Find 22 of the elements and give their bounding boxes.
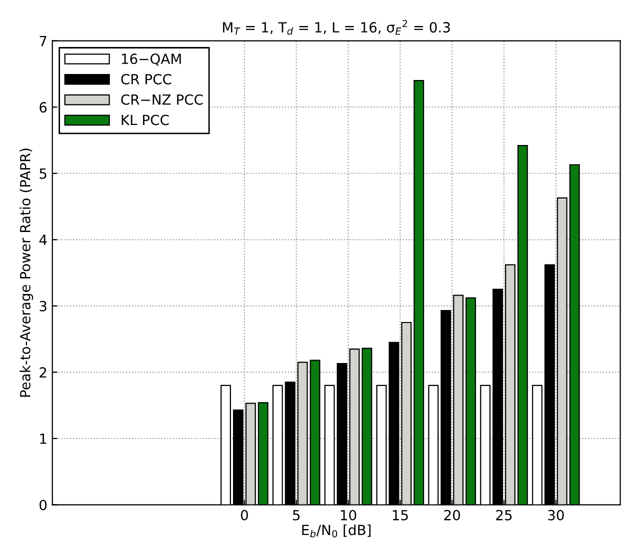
legend-label: CR PCC [121, 74, 172, 84]
x-tick-label: 20 [444, 510, 460, 520]
y-tick-label: 1 [40, 434, 46, 444]
x-tick-label: 5 [293, 510, 300, 520]
x-tick-label: 0 [240, 510, 248, 520]
y-axis-title: Peak-to-Average Power Ratio (PAPR) [20, 148, 34, 397]
legend-label: 16−QAM [122, 54, 181, 66]
y-tick-label: 4 [39, 234, 47, 245]
x-tick-label: 15 [392, 510, 408, 520]
y-tick-label: 5 [40, 168, 46, 179]
x-tick-label: 30 [548, 510, 564, 520]
legend-label: KL PCC [122, 114, 169, 126]
x-tick-label: 10 [340, 510, 356, 520]
x-tick-label: 25 [496, 510, 512, 520]
y-tick-label: 2 [40, 367, 46, 378]
y-tick-label: 7 [40, 36, 46, 46]
chart-title: M$_{T}$ = 1, T$_{d}$ = 1, L = 16, σ$_{E}$$^{2}$ = 0.3 [223, 20, 450, 35]
y-tick-label: 6 [40, 102, 47, 113]
legend-label: CR−NZ PCC [121, 94, 203, 105]
y-tick-label: 0 [40, 500, 47, 510]
y-tick-label: 3 [40, 300, 46, 312]
x-axis-title: E$_{b}$/N$_{0}$ [dB] [302, 524, 371, 538]
